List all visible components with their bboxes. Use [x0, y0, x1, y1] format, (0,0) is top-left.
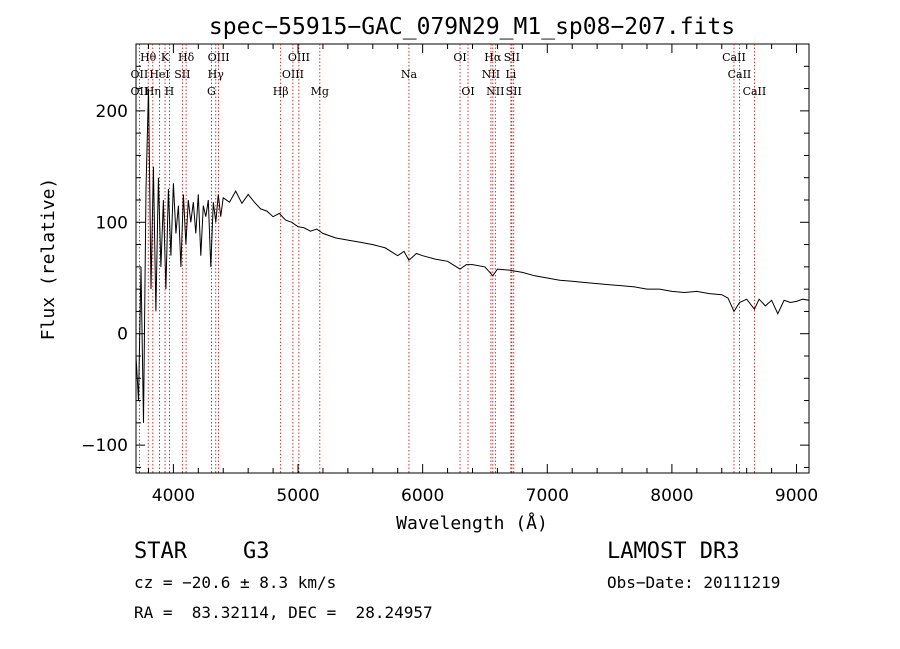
x-tick-label: 6000 — [401, 486, 444, 506]
object-subclass: G3 — [243, 539, 270, 564]
spectral-line-label: Hβ — [273, 85, 289, 98]
spectral-line-label: Hα — [484, 51, 502, 64]
y-tick-label: −100 — [81, 436, 128, 456]
spectral-line-label: CaII — [722, 51, 746, 64]
spectral-line-label: HeI — [149, 68, 169, 81]
y-tick-label: 100 — [96, 213, 128, 233]
coordinates-line: RA = 83.32114, DEC = 28.24957 — [134, 603, 433, 622]
spectral-line-label: Hδ — [178, 51, 195, 64]
spectral-line-label: SII — [174, 68, 190, 81]
spectral-line-label: NII — [482, 68, 500, 81]
spectral-line-label: H — [165, 85, 175, 98]
spectral-line-label: OIII — [282, 68, 304, 81]
x-tick-label: 4000 — [152, 486, 195, 506]
y-axis-label: Flux (relative) — [38, 178, 59, 341]
spectral-line-label: SII — [506, 85, 522, 98]
spectral-line-label: CaII — [728, 68, 752, 81]
x-tick-label: 7000 — [526, 486, 569, 506]
spectral-line-label: Mg — [311, 85, 329, 98]
spectral-line-label: Hη — [145, 85, 161, 98]
spectral-line-label: G — [207, 85, 216, 98]
spectral-line-markers — [138, 44, 755, 473]
x-tick-label: 5000 — [276, 486, 319, 506]
spectral-line-label: Hθ — [140, 51, 157, 64]
spectral-line-label: OIII — [208, 51, 230, 64]
chart-title: spec−55915−GAC_079N29_M1_sp08−207.fits — [209, 14, 735, 40]
spectral-line-label: K — [161, 51, 170, 64]
spectral-line-label: CaII — [743, 85, 767, 98]
survey-name: LAMOST DR3 — [607, 539, 740, 564]
redshift-line: cz = −20.6 ± 8.3 km/s — [134, 573, 337, 592]
plot-frame — [135, 43, 810, 474]
y-axis-ticks: −100 0 100 200 — [81, 43, 809, 468]
spectral-line-label: OII — [131, 85, 149, 98]
y-tick-label: 0 — [117, 325, 128, 345]
spectral-line-label: Li — [505, 68, 516, 81]
spectral-line-label: Na — [401, 68, 418, 81]
spectral-line-label: SII — [504, 51, 520, 64]
x-axis-ticks: 4000 5000 6000 7000 8000 9000 — [147, 44, 818, 506]
spectral-line-label: OIII — [288, 51, 310, 64]
observation-date: Obs−Date: 20111219 — [607, 573, 781, 592]
flux-series-line — [135, 88, 810, 423]
spectral-line-label: OII — [131, 68, 149, 81]
spectral-line-label: NII — [486, 85, 504, 98]
spectral-line-label: Hγ — [208, 68, 225, 81]
spectral-line-label: OI — [453, 51, 466, 64]
spectral-line-label: OI — [461, 85, 474, 98]
x-tick-label: 8000 — [650, 486, 693, 506]
x-tick-label: 9000 — [775, 486, 818, 506]
x-axis-label: Wavelength (Å) — [396, 512, 548, 534]
object-class: STAR — [134, 539, 187, 564]
y-tick-label: 200 — [96, 102, 128, 122]
